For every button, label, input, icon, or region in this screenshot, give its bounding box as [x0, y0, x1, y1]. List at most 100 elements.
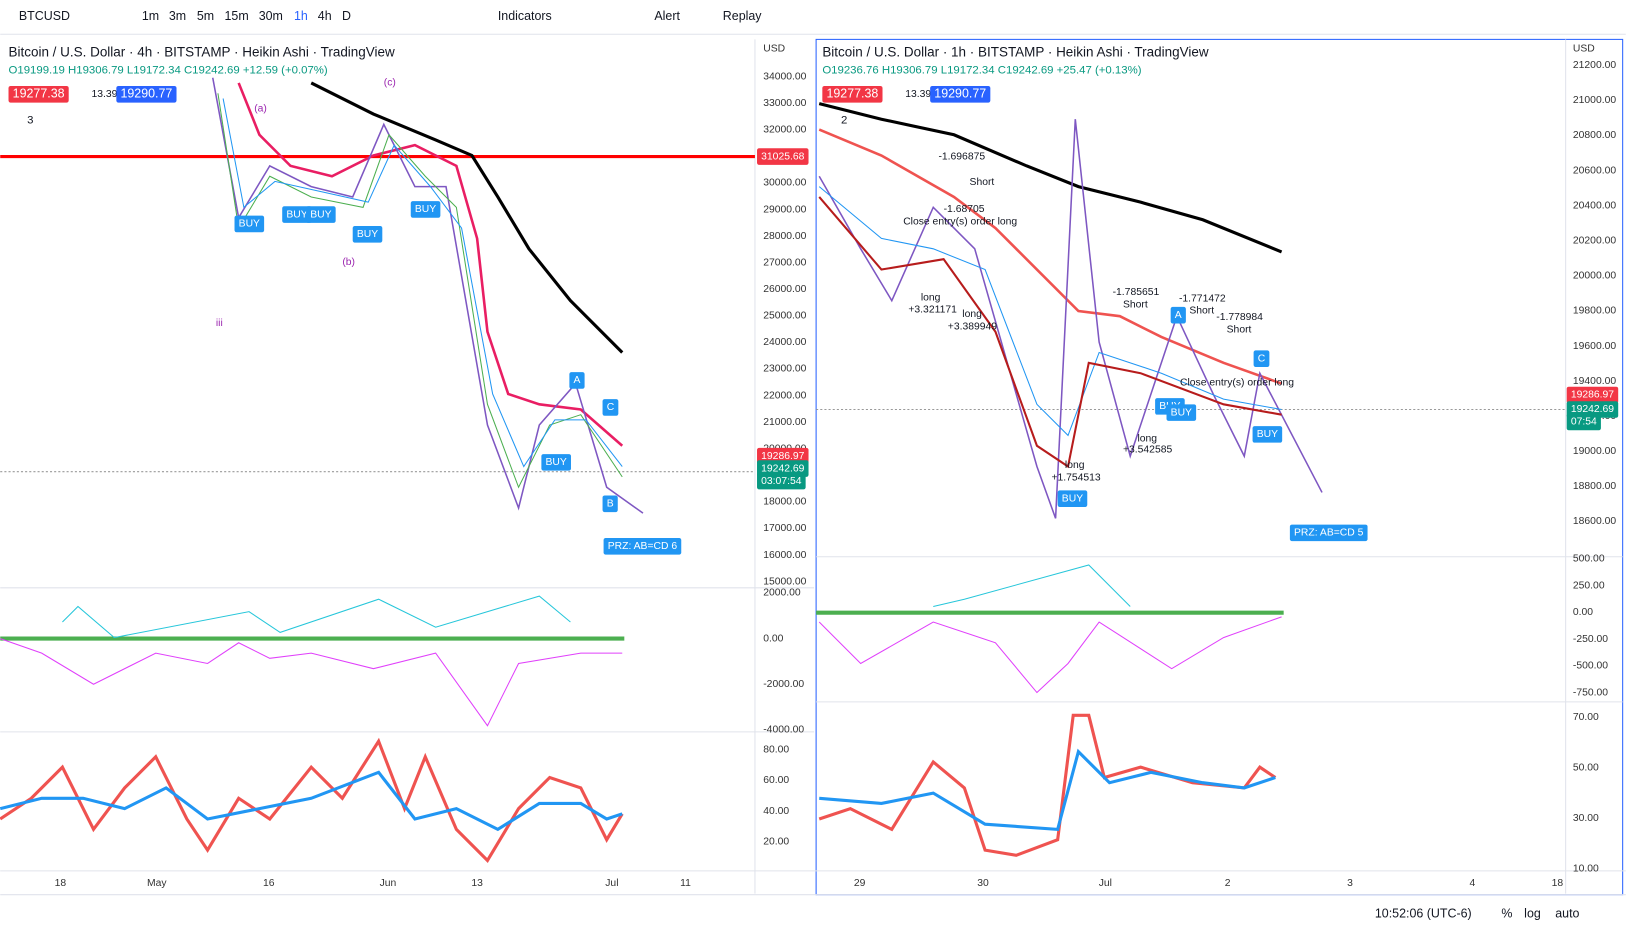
- annotation: (b): [342, 257, 355, 268]
- annotation-bg: [282, 206, 312, 223]
- annotation: BUY: [357, 229, 378, 240]
- price-tag: 19286.97: [761, 451, 804, 462]
- annotation: Close entry(s) order long: [1180, 377, 1294, 388]
- axis-label: 26000.00: [763, 284, 806, 295]
- annotation-bg: [603, 538, 682, 555]
- price-tag-bg: [1566, 386, 1619, 404]
- axis-label: -250.00: [1573, 634, 1608, 645]
- ask-price[interactable]: 19290.77: [120, 87, 172, 101]
- annotation: -1.778984: [1216, 312, 1263, 323]
- annotation: Close entry(s) order long: [903, 217, 1017, 228]
- annotation: C: [607, 402, 615, 413]
- annotation: A: [574, 375, 581, 386]
- time-label: 16: [263, 878, 275, 889]
- annotation: BUY: [310, 209, 331, 220]
- indicators-button[interactable]: Indicators: [498, 9, 552, 23]
- interval-button[interactable]: 3m: [169, 9, 186, 23]
- axis-label: 19000.00: [1573, 446, 1616, 457]
- interval-button[interactable]: 5m: [197, 9, 214, 23]
- axis-label: -2000.00: [763, 679, 804, 690]
- annotation-bg: [569, 372, 585, 389]
- pane-title: Bitcoin / U.S. Dollar · 1h · BITSTAMP · …: [822, 44, 1209, 59]
- price-tag-bg: [757, 472, 806, 490]
- annotation: PRZ: AB=CD 5: [1294, 528, 1364, 539]
- time-label: Jul: [605, 878, 618, 889]
- ask-price-bg: [116, 86, 177, 103]
- time-label: Jul: [1099, 878, 1112, 889]
- indicator-count[interactable]: 3: [27, 114, 33, 126]
- axis-label: 18800.00: [1573, 481, 1616, 492]
- axis-label: -750.00: [1573, 687, 1608, 698]
- axis-unit: USD: [1573, 43, 1595, 54]
- axis-label: 19800.00: [1573, 306, 1616, 317]
- annotation-bg: [352, 226, 383, 243]
- annotation: Short: [1189, 306, 1214, 317]
- bid-price-bg: [822, 86, 883, 103]
- axis-label: 34000.00: [763, 71, 806, 82]
- axis-label: 17000.00: [763, 523, 806, 534]
- log-toggle[interactable]: log: [1524, 907, 1541, 921]
- axis-label: 10.00: [1573, 863, 1599, 874]
- axis-label: 15000.00: [763, 576, 806, 587]
- axis-label: 18600.00: [1573, 516, 1616, 527]
- bid-price-bg: [8, 86, 69, 103]
- annotation-bg: [234, 215, 265, 233]
- annotation-bg: [1170, 306, 1186, 324]
- time-label: 11: [680, 878, 691, 889]
- annotation: Short: [1123, 300, 1148, 311]
- annotation-bg: [1252, 426, 1283, 443]
- right-rsi: [818, 713, 1277, 857]
- time-label: 3: [1347, 878, 1353, 889]
- axis-label: 20800.00: [1573, 130, 1616, 141]
- annotation: PRZ: AB=CD 6: [608, 541, 678, 552]
- alert-button[interactable]: Alert: [654, 9, 680, 23]
- axis-label: 28000.00: [763, 231, 806, 242]
- axis-label: 16000.00: [763, 550, 806, 561]
- spread: 13.39: [905, 89, 931, 100]
- interval-button[interactable]: 1m: [142, 9, 159, 23]
- axis-label: 29000.00: [763, 204, 806, 215]
- axis-label: 70.00: [1573, 712, 1599, 723]
- labels: BTCUSD 1m 3m 5m 15m 30m 1h 4h D Indicators Alert Re…: [8, 8, 1619, 921]
- clock[interactable]: 10:52:06 (UTC-6): [1375, 907, 1472, 921]
- axis-label: 500.00: [1573, 554, 1605, 565]
- auto-toggle[interactable]: auto: [1555, 907, 1579, 921]
- interval-button[interactable]: 1h: [294, 9, 308, 23]
- annotation: long: [962, 309, 982, 320]
- annotation: (c): [384, 78, 396, 89]
- spread: 13.39: [91, 89, 117, 100]
- annotation: long: [1137, 433, 1157, 444]
- replay-button[interactable]: Replay: [723, 9, 762, 23]
- bid-price[interactable]: 19277.38: [13, 87, 65, 101]
- bid-price[interactable]: 19277.38: [826, 87, 878, 101]
- interval-button[interactable]: 4h: [318, 9, 332, 23]
- percent-toggle[interactable]: %: [1501, 907, 1512, 921]
- time-label: 18: [1552, 878, 1564, 889]
- axis-label: 20600.00: [1573, 165, 1616, 176]
- ohlc-values: O19236.76 H19306.79 L19172.34 C19242.69 …: [822, 65, 1141, 77]
- time-label: 30: [977, 878, 989, 889]
- ask-price-bg: [930, 86, 991, 103]
- time-label: Jun: [380, 878, 397, 889]
- price-tag: 19242.69: [1571, 404, 1614, 415]
- axis-label: 21000.00: [1573, 95, 1616, 106]
- annotation: long: [1065, 460, 1085, 471]
- time-label: May: [147, 878, 167, 889]
- symbol[interactable]: BTCUSD: [19, 9, 70, 23]
- annotation: BUY: [1257, 429, 1278, 440]
- interval-button[interactable]: 30m: [259, 9, 283, 23]
- annotation-bg: [602, 399, 619, 416]
- right-macd: [816, 564, 1284, 694]
- indicator-count[interactable]: 2: [841, 114, 847, 126]
- axis-label: 250.00: [1573, 580, 1605, 591]
- interval-button[interactable]: D: [342, 9, 351, 23]
- axis-label: 20.00: [763, 837, 789, 848]
- ask-price[interactable]: 19290.77: [934, 87, 986, 101]
- price-tag: 07:54: [1571, 417, 1597, 428]
- interval-button[interactable]: 15m: [224, 9, 248, 23]
- axis-label: 40.00: [763, 806, 789, 817]
- axis-label: 21000.00: [763, 417, 806, 428]
- symbol-bg: [14, 8, 75, 25]
